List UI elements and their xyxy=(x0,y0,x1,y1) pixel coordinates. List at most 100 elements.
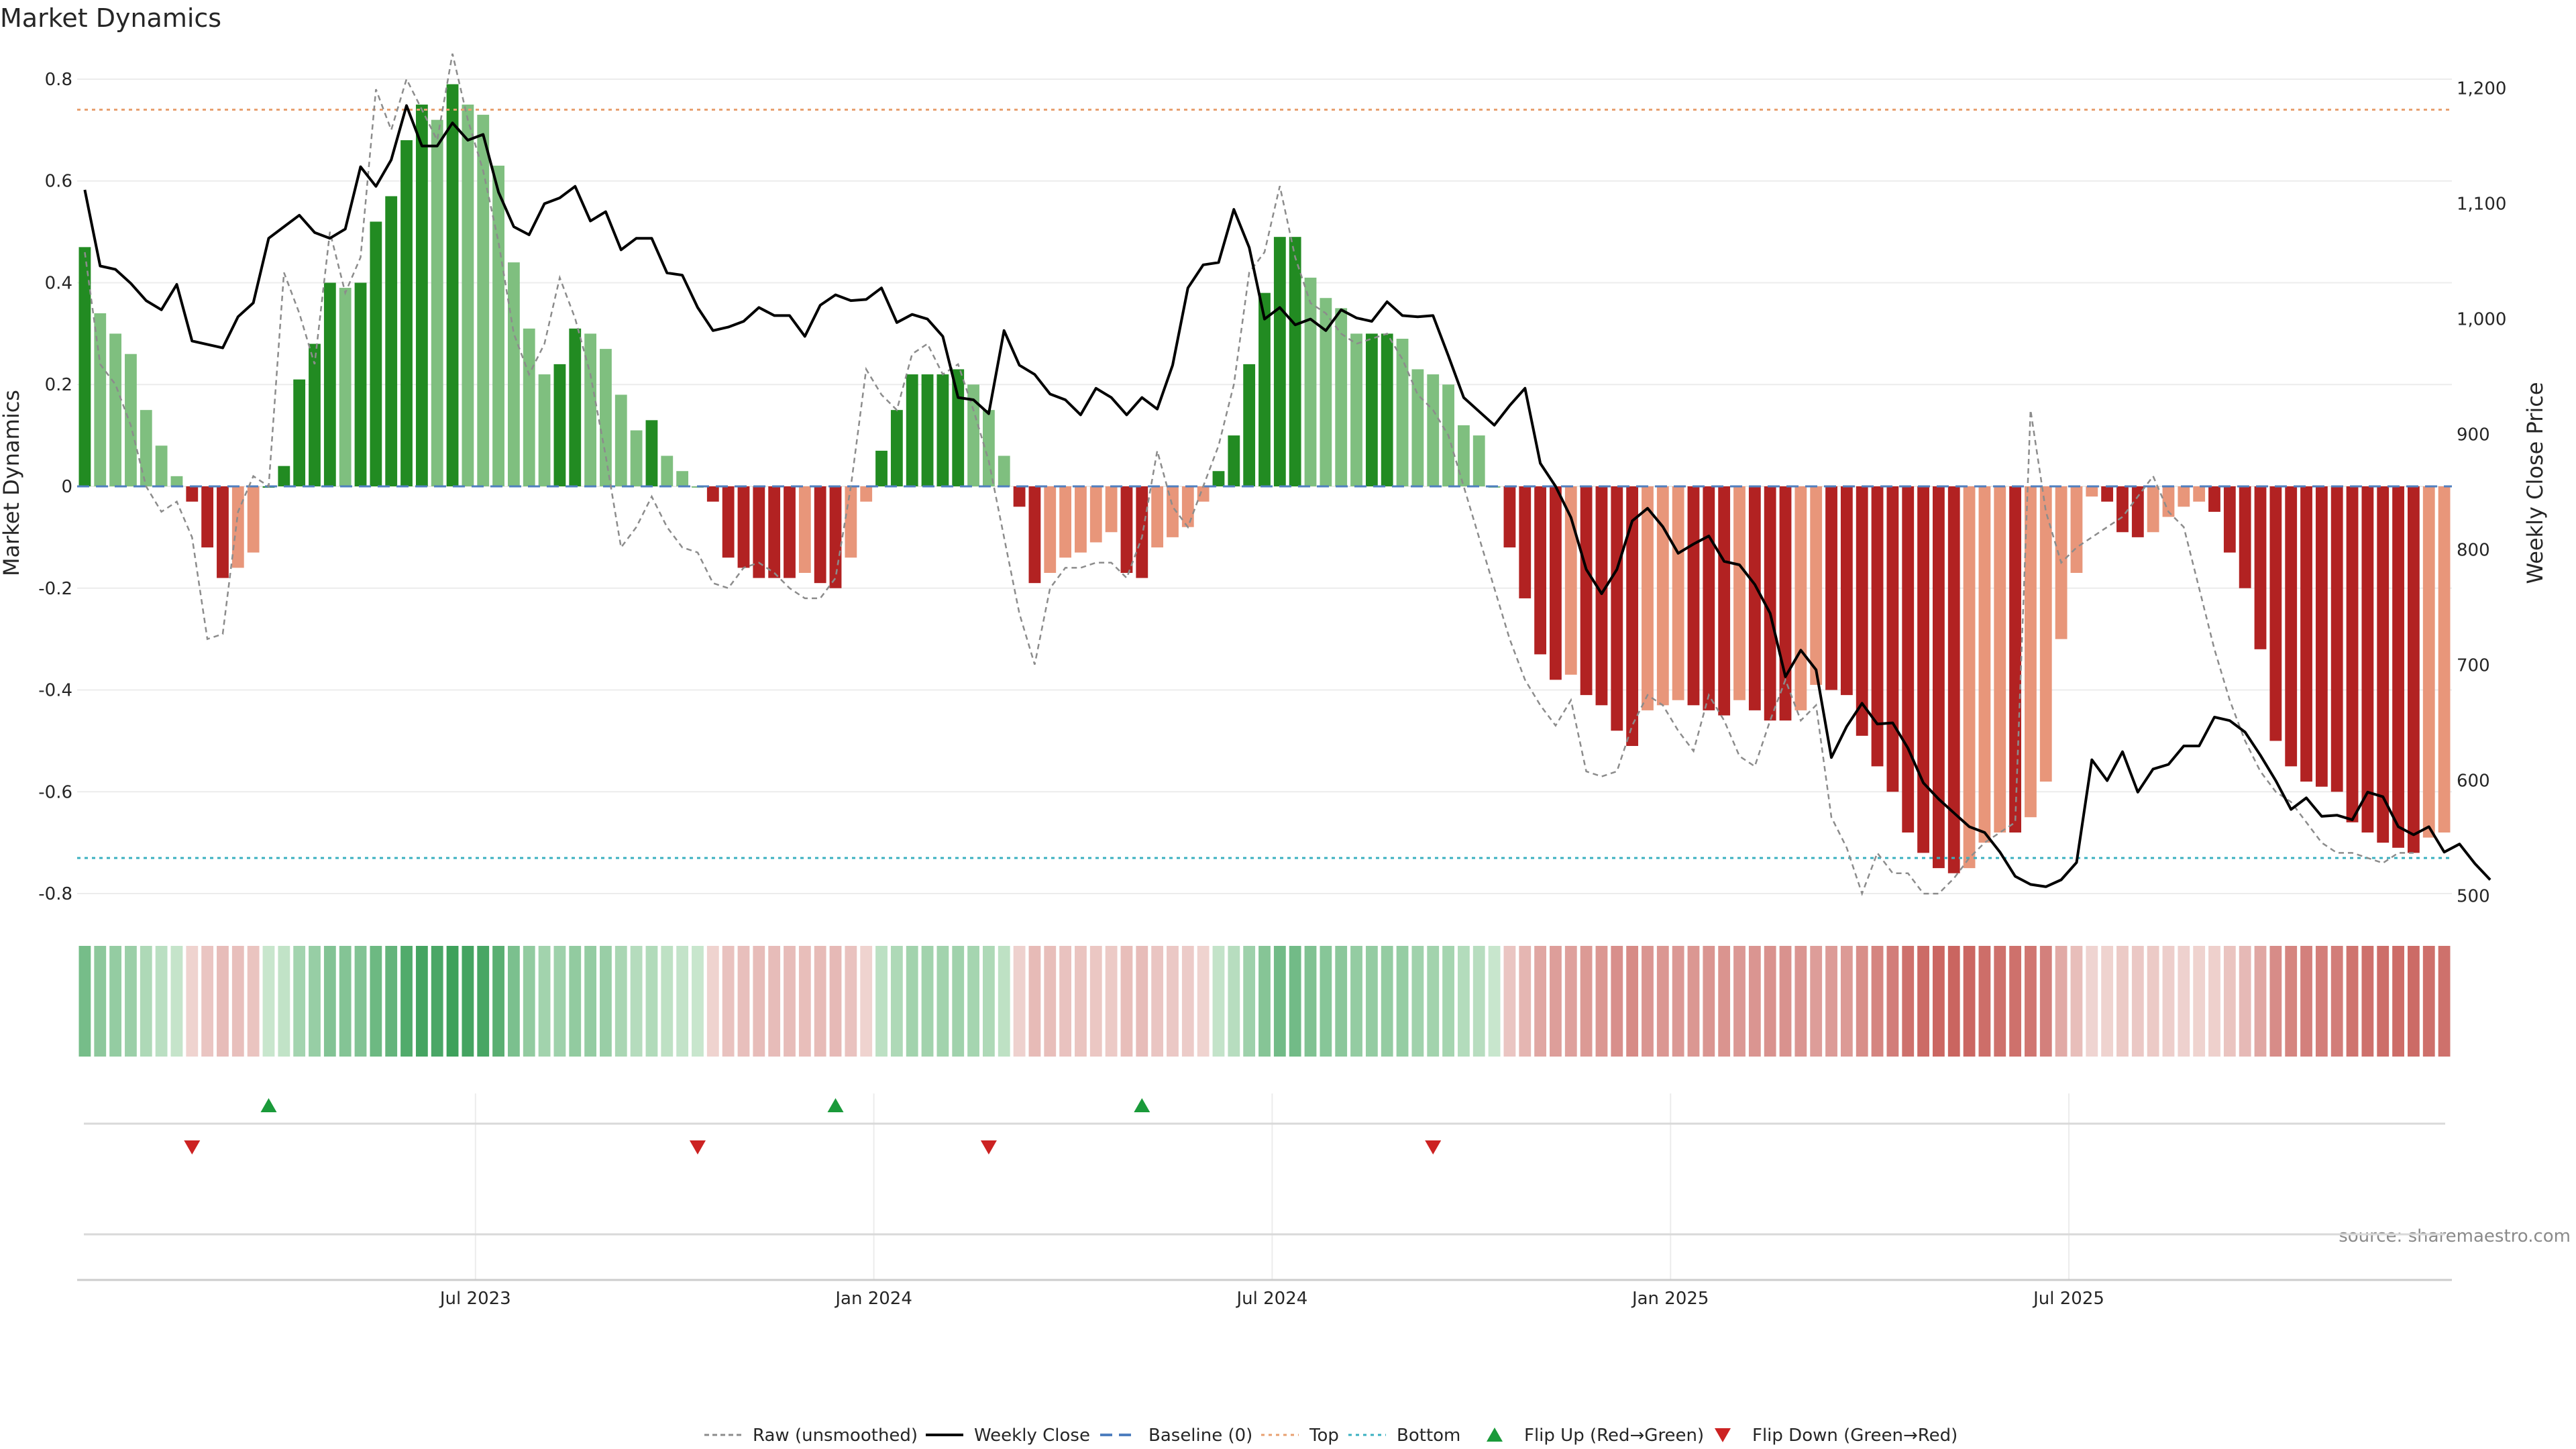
heat-cell xyxy=(2009,946,2022,1057)
dynamics-bar xyxy=(462,104,474,487)
heat-cell xyxy=(553,946,566,1057)
y-tick-label: -0.8 xyxy=(38,884,72,904)
heat-cell xyxy=(845,946,857,1057)
dynamics-bar xyxy=(1289,237,1301,486)
heat-cell xyxy=(1472,946,1485,1057)
heat-cell xyxy=(2223,946,2236,1057)
dynamics-bar xyxy=(1642,486,1654,710)
heat-cell xyxy=(507,946,520,1057)
dynamics-bar xyxy=(1871,486,1884,767)
dynamics-bar xyxy=(231,486,244,568)
y2-tick-label: 900 xyxy=(2457,425,2490,445)
flip-up-marker xyxy=(260,1098,277,1112)
flip-up-marker xyxy=(827,1098,844,1112)
heat-cell xyxy=(109,946,122,1057)
dynamics-bar xyxy=(1794,486,1807,710)
dynamics-bar xyxy=(906,374,918,486)
legend-swatch xyxy=(1487,1428,1503,1442)
dynamics-bar xyxy=(952,369,965,486)
heat-cell xyxy=(2438,946,2451,1057)
heat-cell xyxy=(1228,946,1240,1057)
y-tick-label: 0.4 xyxy=(45,273,72,293)
dynamics-bar xyxy=(155,445,168,486)
heat-cell xyxy=(1304,946,1317,1057)
heat-cell xyxy=(906,946,918,1057)
dynamics-bar xyxy=(1917,486,1929,853)
dynamics-bar xyxy=(722,486,735,558)
dynamics-bar xyxy=(2178,486,2190,507)
heat-cell xyxy=(1550,946,1562,1057)
dynamics-bar xyxy=(2162,486,2175,517)
heat-cell xyxy=(936,946,949,1057)
dynamics-bar xyxy=(170,476,183,486)
dynamics-bar xyxy=(814,486,826,584)
dynamics-bar xyxy=(370,221,382,486)
heat-cell xyxy=(2086,946,2098,1057)
dynamics-bar xyxy=(2025,486,2037,818)
dynamics-bar xyxy=(936,374,949,486)
heat-cell xyxy=(1136,946,1148,1057)
heat-cell xyxy=(1258,946,1271,1057)
heat-cell xyxy=(323,946,336,1057)
heat-cell xyxy=(2193,946,2206,1057)
dynamics-bar xyxy=(2039,486,2052,782)
heat-cell xyxy=(1718,946,1731,1057)
dynamics-bar xyxy=(1733,486,1746,700)
heat-cell xyxy=(1427,946,1440,1057)
dynamics-bar xyxy=(1411,369,1424,486)
heat-cell xyxy=(1580,946,1593,1057)
legend: Raw (unsmoothed) Weekly Close Baseline (0)… xyxy=(704,1426,1957,1446)
dynamics-bar xyxy=(1365,333,1378,486)
heat-cell xyxy=(1488,946,1501,1057)
heat-cell xyxy=(1120,946,1133,1057)
heat-cell xyxy=(1656,946,1669,1057)
dynamics-bar xyxy=(1534,486,1547,655)
dynamics-bar xyxy=(2116,486,2129,533)
heat-cell xyxy=(1703,946,1715,1057)
dynamics-bar xyxy=(1105,486,1118,533)
raw-series-line xyxy=(84,53,2414,896)
weekly-close-line xyxy=(83,104,2491,888)
dynamics-bar xyxy=(768,486,781,578)
legend-item: Top xyxy=(1261,1426,1339,1446)
heat-cell xyxy=(1089,946,1102,1057)
heat-cell xyxy=(1687,946,1700,1057)
heat-cell xyxy=(186,946,199,1057)
heat-cell xyxy=(952,946,965,1057)
heat-cell xyxy=(339,946,352,1057)
dynamics-bar xyxy=(1136,486,1148,578)
dynamics-bar xyxy=(492,165,504,487)
dynamics-bar xyxy=(140,410,152,486)
heat-cell xyxy=(155,946,168,1057)
flip-up-marker xyxy=(1134,1098,1150,1112)
dynamics-bar xyxy=(94,313,107,486)
heat-cell xyxy=(538,946,551,1057)
price-lines xyxy=(83,53,2491,896)
heat-cell xyxy=(1825,946,1837,1057)
dynamics-bar xyxy=(921,374,934,486)
heat-strip xyxy=(78,946,2451,1057)
dynamics-bar xyxy=(507,262,520,486)
y2-tick-label: 1,200 xyxy=(2457,79,2506,99)
dynamics-bar xyxy=(569,328,582,486)
heat-cell xyxy=(1626,946,1639,1057)
dynamics-bar xyxy=(845,486,857,558)
heat-cell xyxy=(737,946,750,1057)
dynamics-bar xyxy=(753,486,765,578)
heat-cell xyxy=(1335,946,1348,1057)
dynamics-bar xyxy=(1381,333,1393,486)
heat-cell xyxy=(94,946,107,1057)
dynamics-bar xyxy=(1472,435,1485,486)
dynamics-bar xyxy=(1320,298,1332,486)
dynamics-bar xyxy=(2330,486,2343,792)
heat-cell xyxy=(584,946,597,1057)
dynamics-bar xyxy=(2131,486,2144,537)
heat-cell xyxy=(2025,946,2037,1057)
heat-cell xyxy=(722,946,735,1057)
heat-cell xyxy=(1994,946,2006,1057)
heat-cell xyxy=(1105,946,1118,1057)
dynamics-bar xyxy=(1994,486,2006,833)
dynamics-bar xyxy=(201,486,214,548)
dynamics-bar xyxy=(2101,486,2114,502)
